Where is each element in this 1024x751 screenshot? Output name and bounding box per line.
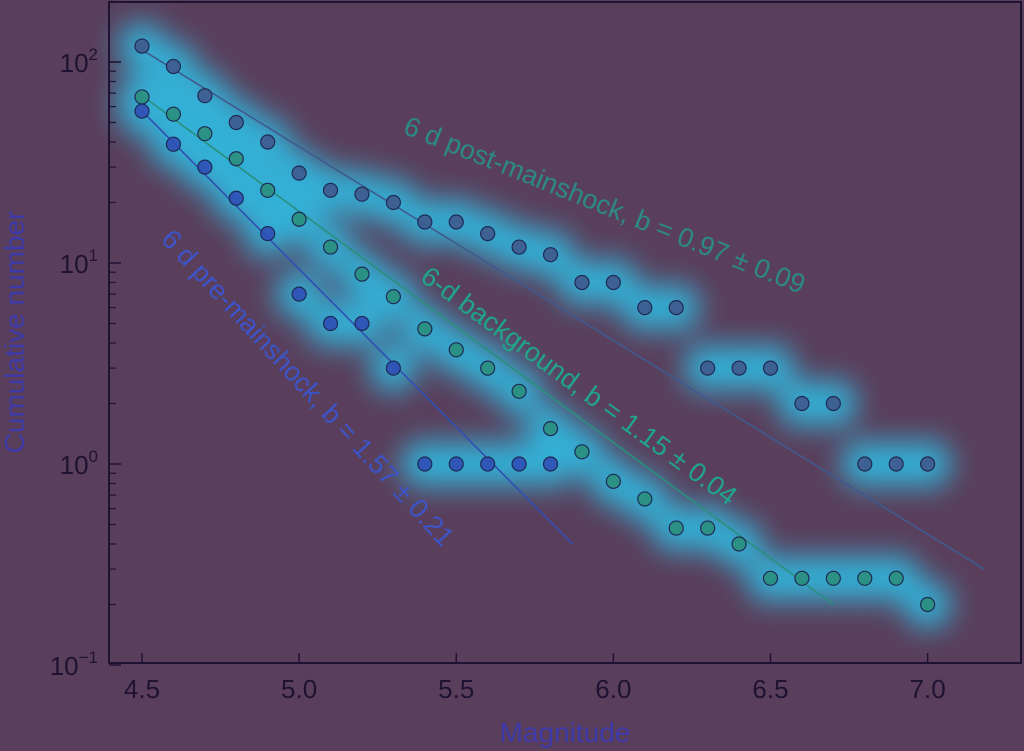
data-point	[322, 315, 339, 332]
data-point	[448, 456, 464, 472]
data-point	[857, 456, 873, 472]
data-point	[825, 570, 841, 586]
data-point	[385, 194, 401, 211]
data-point	[354, 315, 370, 332]
data-point	[605, 473, 621, 489]
x-tick-label: 6.5	[752, 674, 788, 704]
data-point	[291, 286, 307, 302]
data-point	[542, 247, 559, 263]
data-point	[794, 395, 810, 412]
data-point	[228, 151, 244, 167]
data-point	[322, 182, 339, 198]
x-tick-label: 4.5	[124, 674, 160, 704]
plot-frame	[108, 1, 1022, 664]
data-points	[134, 38, 936, 613]
data-point	[574, 444, 590, 460]
data-point	[197, 159, 213, 175]
data-point	[700, 360, 716, 376]
data-point	[134, 103, 150, 119]
data-point	[165, 106, 182, 122]
data-point	[542, 456, 559, 472]
data-point	[637, 491, 653, 507]
data-point	[291, 211, 307, 227]
data-point	[794, 570, 810, 586]
data-point	[354, 266, 370, 282]
data-point	[354, 186, 370, 202]
data-point	[668, 520, 684, 536]
data-point	[260, 134, 276, 150]
data-point	[134, 38, 150, 54]
data-point	[385, 360, 401, 376]
data-point	[920, 456, 936, 472]
data-point	[480, 360, 496, 376]
y-axis-title: Cumulative number	[0, 211, 30, 454]
data-point	[260, 182, 276, 198]
data-point	[731, 536, 747, 552]
fit-line	[141, 49, 985, 570]
data-point	[197, 126, 213, 142]
data-point	[574, 274, 590, 291]
data-point	[448, 342, 464, 358]
y-tick-label: 101	[60, 246, 98, 279]
data-point	[511, 239, 527, 255]
data-point	[762, 570, 779, 586]
data-point	[385, 289, 401, 305]
data-point	[857, 570, 873, 586]
data-point	[762, 360, 779, 376]
data-point	[417, 321, 433, 337]
data-point	[228, 114, 244, 131]
x-tick-label: 5.5	[438, 674, 474, 704]
data-point	[731, 360, 747, 376]
data-point	[637, 299, 653, 316]
data-point	[542, 421, 559, 437]
data-point	[480, 456, 496, 472]
data-point	[480, 226, 496, 242]
data-point	[322, 239, 339, 255]
x-axis-title: Magnitude	[500, 717, 631, 748]
data-point	[165, 136, 182, 152]
y-tick-label: 100	[60, 447, 98, 480]
data-point	[511, 456, 527, 472]
x-tick-label: 7.0	[910, 674, 946, 704]
data-point	[668, 299, 684, 316]
data-point	[165, 58, 182, 75]
data-point	[228, 190, 244, 206]
data-point	[825, 395, 841, 412]
data-point	[511, 383, 527, 399]
data-point	[417, 456, 433, 472]
data-point	[920, 596, 936, 613]
data-point	[448, 214, 464, 230]
fit-line	[141, 95, 834, 606]
data-point	[888, 456, 904, 472]
x-tick-label: 6.0	[595, 674, 631, 704]
y-tick-label: 10−1	[50, 648, 98, 681]
data-point	[700, 520, 716, 536]
data-point	[291, 165, 307, 181]
data-point	[134, 89, 150, 105]
y-tick-label: 102	[60, 45, 98, 78]
data-point	[888, 570, 904, 586]
x-tick-label: 5.0	[281, 674, 317, 704]
data-point	[260, 226, 276, 242]
data-point	[197, 88, 213, 104]
data-point	[417, 214, 433, 230]
data-point	[605, 274, 621, 291]
